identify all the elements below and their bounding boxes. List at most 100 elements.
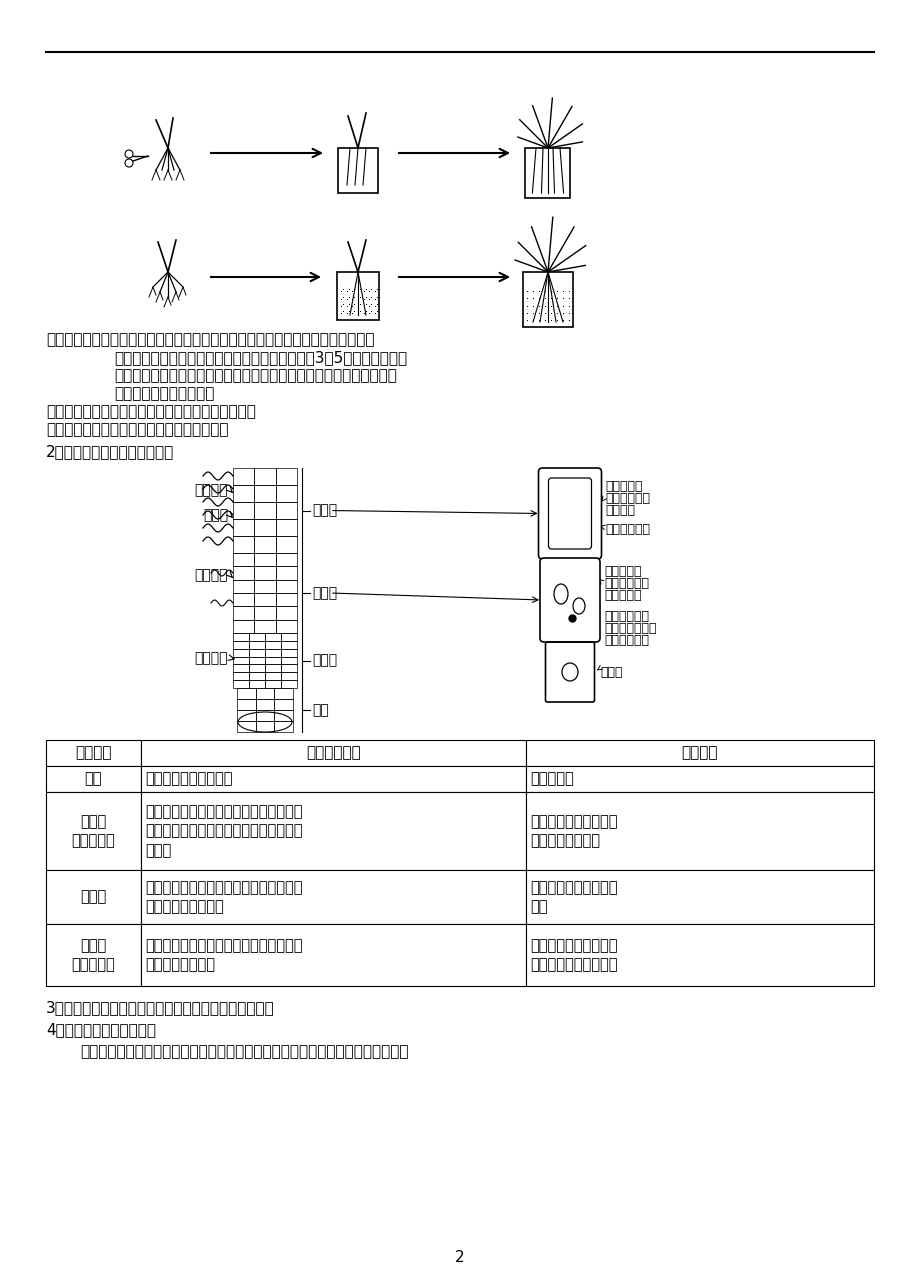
FancyBboxPatch shape (539, 558, 599, 642)
Bar (254, 553, 276, 567)
Bar (255, 688, 274, 699)
Bar (46, 766, 141, 792)
Bar (337, 148, 378, 192)
Text: 根冠: 根冠 (312, 703, 328, 717)
Bar (276, 502, 297, 519)
Bar (526, 924, 873, 986)
Bar (254, 619, 276, 633)
Text: 实验操作：培育小麦种子，直到它们长出较长的根。选取两株生长旺盛、带有绿叶: 实验操作：培育小麦种子，直到它们长出较长的根。选取两株生长旺盛、带有绿叶 (46, 333, 374, 347)
Text: 较薄的细胞壁: 较薄的细胞壁 (604, 610, 648, 623)
Bar (274, 721, 292, 733)
Bar (254, 502, 276, 519)
Bar (276, 485, 297, 502)
Text: 细胞排列紧密，细胞壁薄，细胞质浓，没
有液泡，细胞具有分裂能力，细胞呈小正
方体。: 细胞排列紧密，细胞壁薄，细胞质浓，没 有液泡，细胞具有分裂能力，细胞呈小正 方体… (145, 804, 302, 857)
Bar (254, 519, 276, 536)
Bar (233, 656, 249, 665)
Bar (233, 485, 254, 502)
Text: 根尖吸水的主要部位，
具有吸收、输导作用。: 根尖吸水的主要部位， 具有吸收、输导作用。 (529, 938, 617, 972)
Text: 停止分裂，体积增大变长，能较快生长，
细胞近似小长方形。: 停止分裂，体积增大变长，能较快生长， 细胞近似小长方形。 (145, 880, 302, 915)
Bar (280, 665, 297, 673)
Bar (255, 721, 274, 733)
Bar (254, 468, 276, 485)
Bar (280, 656, 297, 665)
Text: 密度大的细胞质: 密度大的细胞质 (604, 622, 656, 634)
Bar (233, 665, 249, 673)
Text: 细胞核: 细胞核 (600, 666, 622, 679)
Text: 培养，观察其生长情况。: 培养，观察其生长情况。 (114, 386, 214, 401)
Bar (249, 673, 265, 680)
Text: 伸长区: 伸长区 (80, 889, 107, 905)
Bar (265, 648, 280, 656)
FancyBboxPatch shape (538, 468, 601, 559)
Bar (274, 710, 292, 721)
Text: 根尖结构: 根尖结构 (75, 745, 111, 761)
Bar (265, 656, 280, 665)
Bar (276, 553, 297, 567)
Bar (265, 641, 280, 648)
Text: 较大的液泡: 较大的液泡 (605, 480, 642, 493)
Bar (249, 665, 265, 673)
Text: 细胞结构特点: 细胞结构特点 (306, 745, 360, 761)
Bar (254, 606, 276, 619)
Bar (233, 641, 249, 648)
Bar (274, 699, 292, 710)
Bar (237, 688, 255, 699)
Bar (280, 648, 297, 656)
Bar (249, 656, 265, 665)
Bar (233, 567, 254, 580)
Text: （由小液泡融: （由小液泡融 (605, 492, 650, 505)
Bar (280, 641, 297, 648)
Text: 和根系的幼苗。将一株小麦植株所有根的前端剪去3～5毫米，并在切口: 和根系的幼苗。将一株小麦植株所有根的前端剪去3～5毫米，并在切口 (114, 350, 407, 364)
Bar (522, 273, 573, 327)
Text: 较小的液泡: 较小的液泡 (604, 564, 641, 578)
Text: （通过吸收水: （通过吸收水 (604, 577, 648, 590)
Bar (526, 792, 873, 870)
Bar (254, 485, 276, 502)
Bar (141, 924, 526, 986)
Bar (254, 580, 276, 592)
Text: 分生作用，补充根冠细
胞和伸长区细胞。: 分生作用，补充根冠细 胞和伸长区细胞。 (529, 814, 617, 848)
Bar (233, 553, 254, 567)
Bar (526, 870, 873, 924)
Bar (233, 519, 254, 536)
Text: 保护作用。: 保护作用。 (529, 772, 573, 786)
Bar (254, 567, 276, 580)
Text: 伸长区: 伸长区 (312, 586, 336, 600)
Bar (233, 606, 254, 619)
Bar (233, 536, 254, 553)
Bar (233, 633, 249, 641)
Bar (233, 580, 254, 592)
Bar (233, 673, 249, 680)
Text: 分而形成）: 分而形成） (604, 589, 641, 603)
Bar (280, 680, 297, 688)
Text: 分生区
（生长点）: 分生区 （生长点） (72, 814, 115, 848)
Text: 新生根毛: 新生根毛 (194, 568, 228, 582)
Bar (276, 536, 297, 553)
Bar (280, 673, 297, 680)
Text: 处涂上石蜡。另一株不做处理。将两株小麦幼苗分别放在土壤浸出液中: 处涂上石蜡。另一株不做处理。将两株小麦幼苗分别放在土壤浸出液中 (114, 368, 396, 383)
Bar (249, 633, 265, 641)
Bar (265, 665, 280, 673)
Text: 木质导管: 木质导管 (194, 483, 228, 497)
Text: 根冠: 根冠 (85, 772, 102, 786)
Bar (233, 680, 249, 688)
Bar (249, 680, 265, 688)
Bar (276, 580, 297, 592)
Text: 实验现象：被剪去根的前端的小麦先出现萎焉现象。: 实验现象：被剪去根的前端的小麦先出现萎焉现象。 (46, 404, 255, 419)
Bar (276, 592, 297, 606)
Bar (233, 619, 254, 633)
Text: 细胞壁薄，排列疏松。: 细胞壁薄，排列疏松。 (145, 772, 233, 786)
Text: 实验结论：植物根吸收水分的主要部位：根尖: 实验结论：植物根吸收水分的主要部位：根尖 (46, 422, 228, 437)
Text: 合而生）: 合而生） (605, 505, 635, 517)
Bar (265, 673, 280, 680)
Bar (280, 633, 297, 641)
Text: 分生区: 分生区 (312, 654, 336, 668)
Bar (276, 468, 297, 485)
Bar (46, 740, 141, 766)
Text: 实验操作：选取两株生长旺盛的植物（青菜）幼苗。将两株植物根部洗净，分别放: 实验操作：选取两株生长旺盛的植物（青菜）幼苗。将两株植物根部洗净，分别放 (80, 1043, 408, 1059)
Bar (265, 680, 280, 688)
Bar (336, 273, 379, 320)
Bar (237, 721, 255, 733)
Text: 根毛区
（成熟区）: 根毛区 （成熟区） (72, 938, 115, 972)
Text: 使根伸长，伸向土壤深
处。: 使根伸长，伸向土壤深 处。 (529, 880, 617, 915)
